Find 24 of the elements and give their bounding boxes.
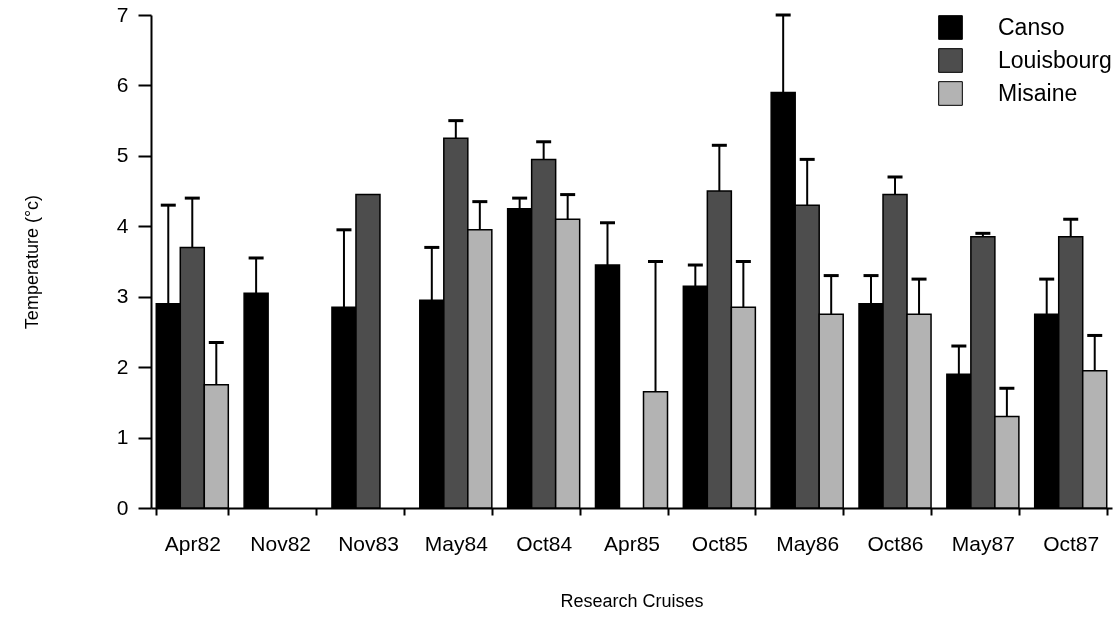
x-tick-label: Oct87 — [1043, 531, 1100, 555]
y-tick-label: 2 — [116, 354, 129, 378]
y-tick-label: 7 — [116, 2, 129, 26]
y-tick-label: 5 — [116, 143, 129, 167]
x-tick-label: May87 — [951, 531, 1015, 555]
x-tick-label: May86 — [776, 531, 840, 555]
x-tick-label: Nov83 — [338, 531, 399, 555]
x-tick-label: Apr82 — [164, 531, 221, 555]
x-tick-label: May84 — [424, 531, 489, 555]
y-tick-label: 4 — [116, 213, 129, 237]
y-tick-label: 1 — [116, 425, 129, 449]
x-tick-label: Oct85 — [691, 531, 748, 555]
y-tick-label: 3 — [116, 284, 129, 308]
x-tick-label: Apr85 — [603, 531, 661, 555]
x-tick-label: Oct84 — [516, 531, 573, 555]
x-tick-label: Nov82 — [250, 531, 311, 555]
x-axis-title: Research Cruises — [560, 590, 704, 611]
y-axis-title: Temperature (°c) — [21, 194, 42, 330]
x-tick-label: Oct86 — [867, 531, 924, 555]
legend-label: Canso — [998, 13, 1065, 40]
legend-label: Louisbourg — [998, 46, 1112, 73]
y-tick-label: 0 — [116, 495, 129, 519]
legend-label: Misaine — [998, 79, 1078, 106]
y-tick-label: 6 — [116, 72, 129, 96]
